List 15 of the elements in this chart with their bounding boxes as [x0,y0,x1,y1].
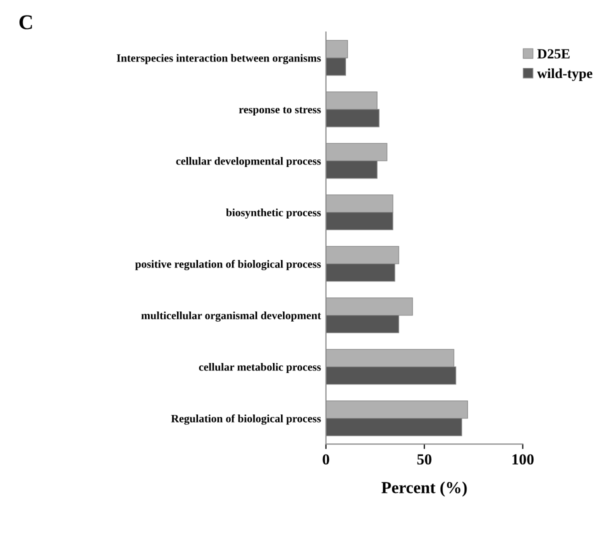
y-tick-label: cellular metabolic process [199,362,321,374]
x-tick-label: 50 [417,454,432,465]
legend-label: D25E [537,49,570,59]
y-tick-label: biosynthetic process [226,208,321,219]
x-tick-label: 0 [322,454,330,465]
y-tick-label: positive regulation of biological process [135,260,321,270]
y-tick-label: Interspecies interaction between organisms [116,54,321,64]
y-tick-label: cellular developmental process [176,156,321,168]
y-tick-label: Regulation of biological process [171,414,321,425]
y-tick-label: multicellular organismal development [141,311,322,322]
x-axis-title: Percent (%) [382,482,467,497]
y-tick-label: response to stress [239,106,321,116]
text: C [19,15,32,30]
legend-label: wild-type [537,68,592,82]
x-tick-label: 100 [512,454,534,465]
